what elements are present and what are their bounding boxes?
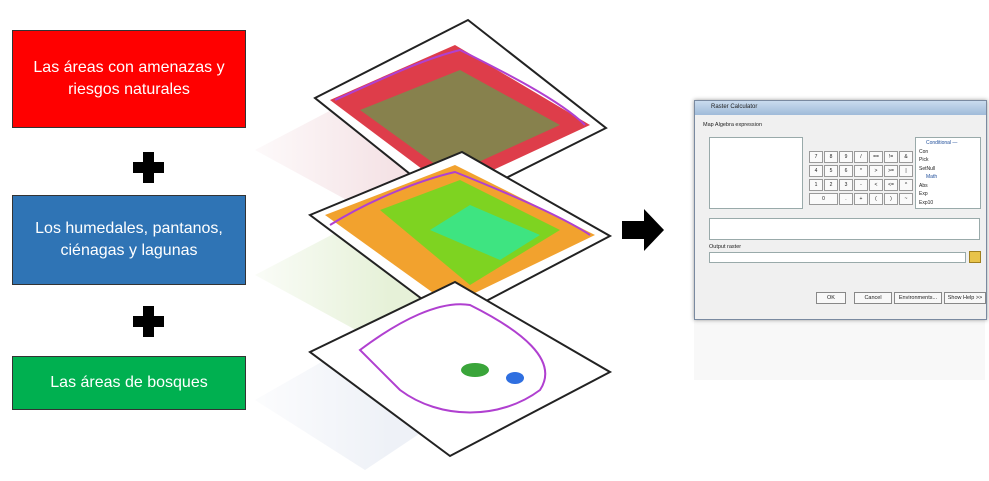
forest-box: Las áreas de bosques [12,356,246,410]
title-bar: Raster Calculator [695,101,986,115]
keypad-button[interactable]: * [854,165,868,177]
keypad-button[interactable]: & [899,151,913,163]
function-item[interactable]: Con [919,148,929,155]
keypad-button[interactable]: 1 [809,179,823,191]
keypad-button[interactable]: 7 [809,151,823,163]
keypad-button[interactable]: 0 [809,193,838,205]
keypad-button[interactable]: ~ [899,193,913,205]
output-field[interactable] [709,252,966,263]
output-label: Output raster [709,244,742,250]
dialog-button[interactable]: Environments... [894,292,942,304]
folder-button[interactable] [969,251,981,263]
boundary [334,48,586,126]
function-item[interactable]: Exp [919,191,928,197]
function-group: Math [926,174,938,180]
plus-sign [133,152,164,183]
keypad-button[interactable]: 6 [839,165,853,177]
map-layer [308,280,613,458]
keypad-button[interactable]: ^ [899,179,913,191]
expression-field[interactable] [709,218,980,240]
forest-area [461,363,489,377]
expression-label: Map Algebra expression [703,122,763,128]
function-item[interactable]: Pick [919,157,929,163]
raster-calculator-dialog: Raster Calculator Map Algebra expression… [694,100,987,320]
hazard-area [360,70,560,175]
keypad-button[interactable]: / [854,151,868,163]
reflection [694,320,985,380]
boundary [358,303,547,414]
dialog-button[interactable]: Show Help >> [944,292,986,304]
wetland-box: Los humedales, pantanos, ciénagas y lagu… [12,195,246,285]
keypad-button[interactable]: 8 [824,151,838,163]
function-item[interactable]: Abs [919,182,928,189]
dialog-button[interactable]: Cancel [854,292,892,304]
keypad-button[interactable]: 9 [839,151,853,163]
layer-list[interactable] [709,137,803,209]
function-list[interactable]: Conditional — Con Pick SetNull Math Abs Exp Exp… [915,137,981,209]
keypad-button[interactable]: < [869,179,883,191]
hazard-box: Las áreas con amenazas y riesgos natural… [12,30,246,128]
dialog-title: Raster Calculator [711,104,758,110]
wetland-area [430,205,540,260]
forest-area [506,372,524,384]
keypad-button[interactable]: != [884,151,898,163]
keypad-button[interactable]: | [899,165,913,177]
function-item[interactable]: Exp10 [919,199,934,206]
keypad-button[interactable]: 2 [824,179,838,191]
boundary [329,170,591,236]
function-item[interactable]: SetNull [919,165,936,172]
keypad-button[interactable]: > [869,165,883,177]
fade [240,90,390,480]
plus-sign [133,306,164,337]
keypad-button[interactable]: . [839,193,853,205]
dialog-button[interactable]: OK [816,292,846,304]
keypad-button[interactable]: == [869,151,883,163]
keypad-button[interactable]: >= [884,165,898,177]
keypad-button[interactable]: 3 [839,179,853,191]
keypad-button[interactable]: ) [884,193,898,205]
keypad-button[interactable]: 4 [809,165,823,177]
keypad-button[interactable]: <= [884,179,898,191]
arrow [622,209,664,251]
keypad-button[interactable]: + [854,193,868,205]
keypad-button[interactable]: ( [869,193,883,205]
keypad-button[interactable]: - [854,179,868,191]
function-group: Conditional — [926,140,958,146]
keypad-button[interactable]: 5 [824,165,838,177]
